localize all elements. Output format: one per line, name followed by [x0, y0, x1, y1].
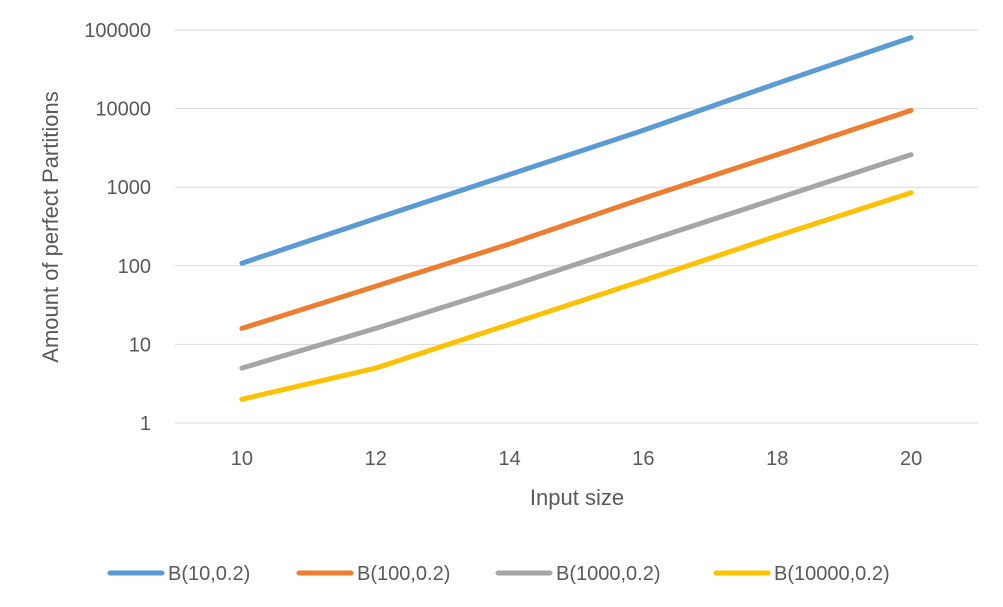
- x-tick-label: 10: [231, 448, 253, 470]
- y-tick-label: 10000: [95, 99, 151, 121]
- gridlines: [175, 29, 978, 424]
- y-axis-title: Amount of perfect Partitions: [38, 91, 63, 362]
- x-tick-label: 16: [632, 448, 654, 470]
- y-axis-ticks: 1 10 100 1000 10000 100000: [84, 20, 151, 435]
- legend-label: B(10,0.2): [168, 563, 250, 585]
- x-tick-label: 14: [498, 448, 520, 470]
- y-tick-label: 100: [118, 256, 151, 278]
- series-line: [239, 152, 914, 371]
- x-axis-ticks: 10 12 14 16 18 20: [231, 448, 922, 470]
- x-tick-label: 18: [766, 448, 788, 470]
- y-tick-label: 10: [129, 334, 151, 356]
- y-tick-label: 100000: [84, 20, 151, 42]
- series-lines: [239, 35, 914, 402]
- x-tick-label: 12: [365, 448, 387, 470]
- x-axis-title: Input size: [530, 485, 624, 510]
- legend: B(10,0.2) B(100,0.2) B(1000,0.2) B(10000,0.…: [107, 563, 890, 585]
- series-line: [239, 190, 914, 402]
- legend-label: B(10000,0.2): [774, 563, 890, 585]
- series-line: [239, 107, 914, 331]
- legend-label: B(100,0.2): [357, 563, 450, 585]
- legend-label: B(1000,0.2): [556, 563, 661, 585]
- y-tick-label: 1000: [107, 177, 152, 199]
- x-tick-label: 20: [900, 448, 922, 470]
- series-line: [239, 35, 914, 266]
- y-tick-label: 1: [140, 413, 151, 435]
